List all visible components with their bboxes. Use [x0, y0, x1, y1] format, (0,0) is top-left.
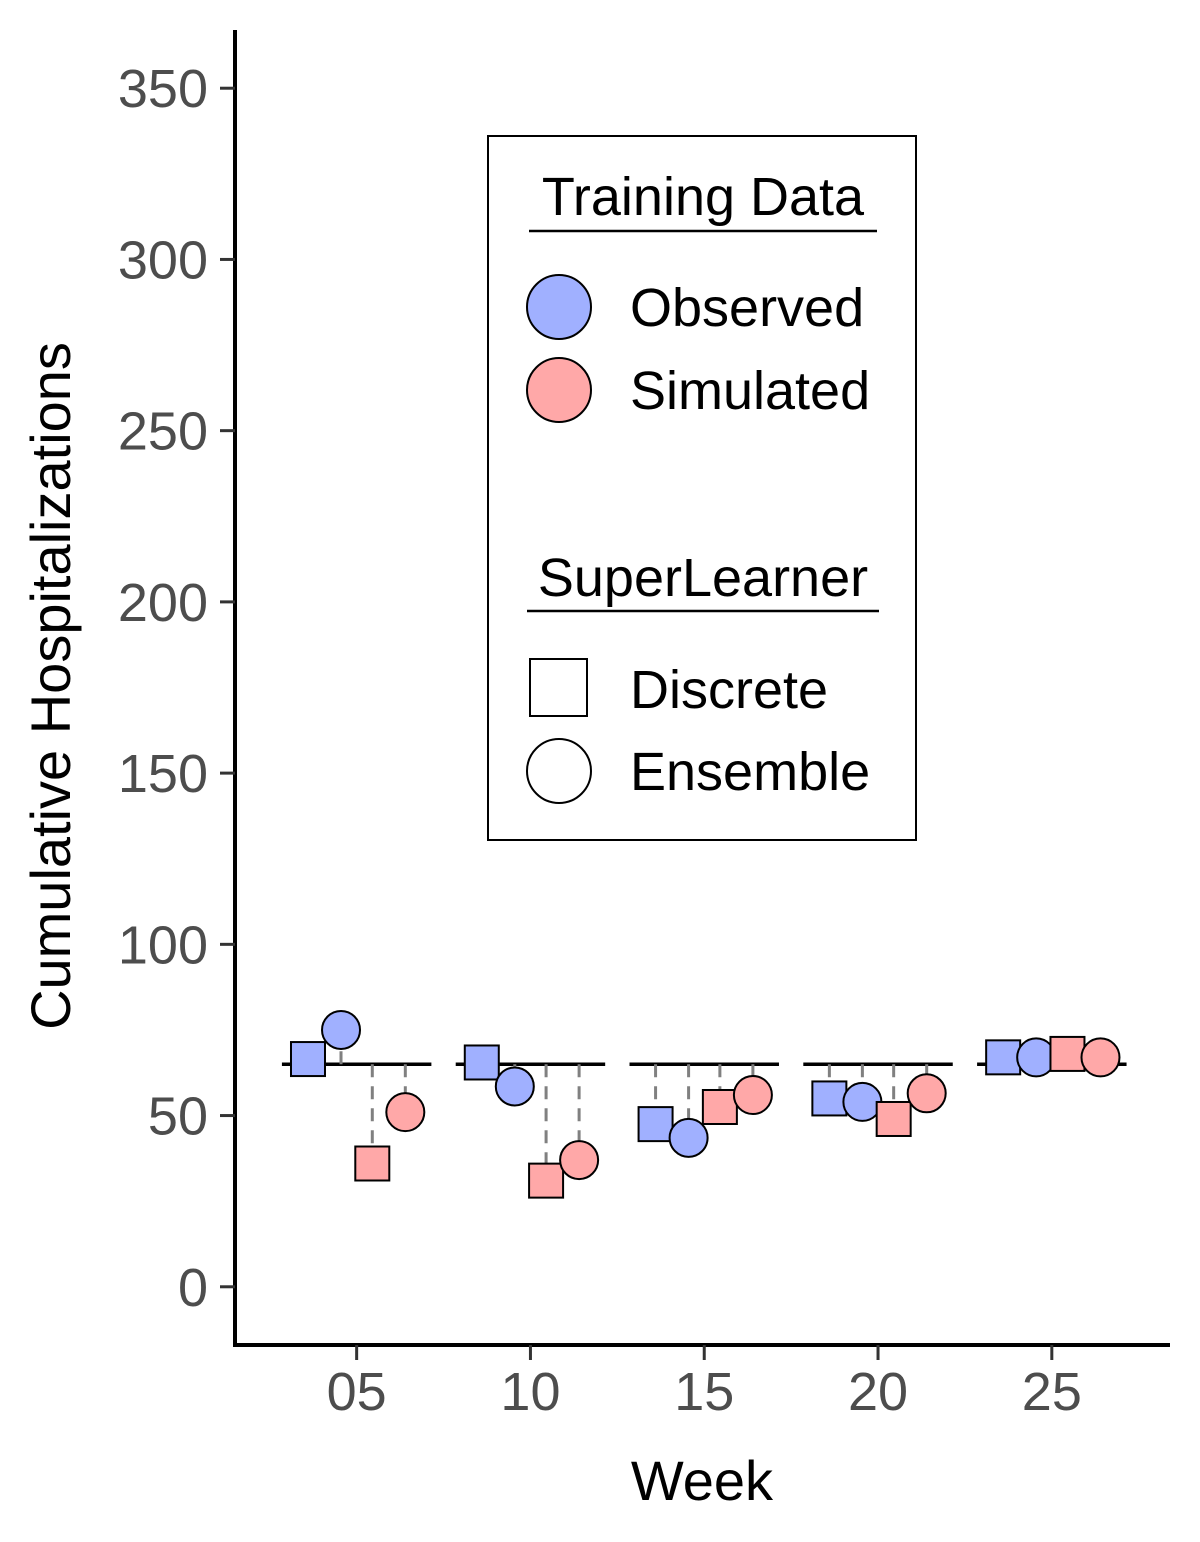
point-simulated-ensemble	[385, 1092, 426, 1133]
y-tick-label: 350	[118, 59, 208, 119]
point-simulated-ensemble	[732, 1075, 773, 1116]
x-tick-label: 15	[674, 1362, 734, 1422]
x-ticks: 05 10 15 20 25	[327, 1345, 1082, 1422]
x-tick-label: 10	[500, 1362, 560, 1422]
x-tick-label: 25	[1022, 1362, 1082, 1422]
y-tick-label: 200	[118, 573, 208, 633]
point-simulated-discrete	[1049, 1035, 1086, 1072]
legend-observed-circle-icon	[526, 274, 592, 340]
x-tick-label: 05	[327, 1362, 387, 1422]
y-tick-label: 150	[118, 744, 208, 804]
point-observed-discrete	[463, 1044, 500, 1081]
point-observed-discrete	[637, 1106, 674, 1143]
plot-points	[289, 1009, 1121, 1199]
legend-title-training: Training Data	[542, 167, 865, 227]
x-tick-label: 20	[848, 1362, 908, 1422]
y-tick-label: 0	[178, 1258, 208, 1318]
legend-simulated-label: Simulated	[630, 361, 870, 421]
point-observed-ensemble	[321, 1009, 362, 1050]
y-ticks: 0 50 100 150 200 250 300 350	[118, 59, 235, 1318]
legend-title-superlearner: SuperLearner	[538, 548, 868, 608]
legend-simulated-circle-icon	[526, 357, 592, 423]
point-observed-discrete	[289, 1041, 326, 1078]
point-simulated-discrete	[354, 1145, 391, 1182]
legend-discrete-label: Discrete	[630, 660, 828, 720]
point-simulated-discrete	[528, 1162, 565, 1199]
y-tick-label: 300	[118, 230, 208, 290]
legend: Training Data Observed Simulated SuperLe…	[487, 135, 917, 841]
legend-observed-label: Observed	[630, 278, 864, 338]
point-simulated-ensemble	[906, 1073, 947, 1114]
y-tick-label: 100	[118, 915, 208, 975]
point-simulated-discrete	[701, 1088, 738, 1125]
legend-ensemble-label: Ensemble	[630, 742, 870, 802]
legend-discrete-square-icon	[529, 658, 588, 717]
point-simulated-discrete	[875, 1100, 912, 1137]
point-observed-discrete	[811, 1080, 848, 1117]
y-axis-title: Cumulative Hospitalizations	[19, 342, 82, 1030]
point-simulated-ensemble	[559, 1140, 600, 1181]
point-observed-discrete	[985, 1039, 1022, 1076]
legend-ensemble-circle-icon	[526, 738, 592, 804]
axes: 0 50 100 150 200 250 300 350 05 10 15 20 25	[118, 30, 1170, 1422]
y-tick-label: 50	[148, 1087, 208, 1147]
point-observed-ensemble	[494, 1066, 535, 1107]
legend-box	[487, 135, 917, 841]
x-axis-title: Week	[631, 1449, 774, 1512]
y-tick-label: 250	[118, 402, 208, 462]
point-simulated-ensemble	[1080, 1037, 1121, 1078]
point-observed-ensemble	[668, 1117, 709, 1158]
